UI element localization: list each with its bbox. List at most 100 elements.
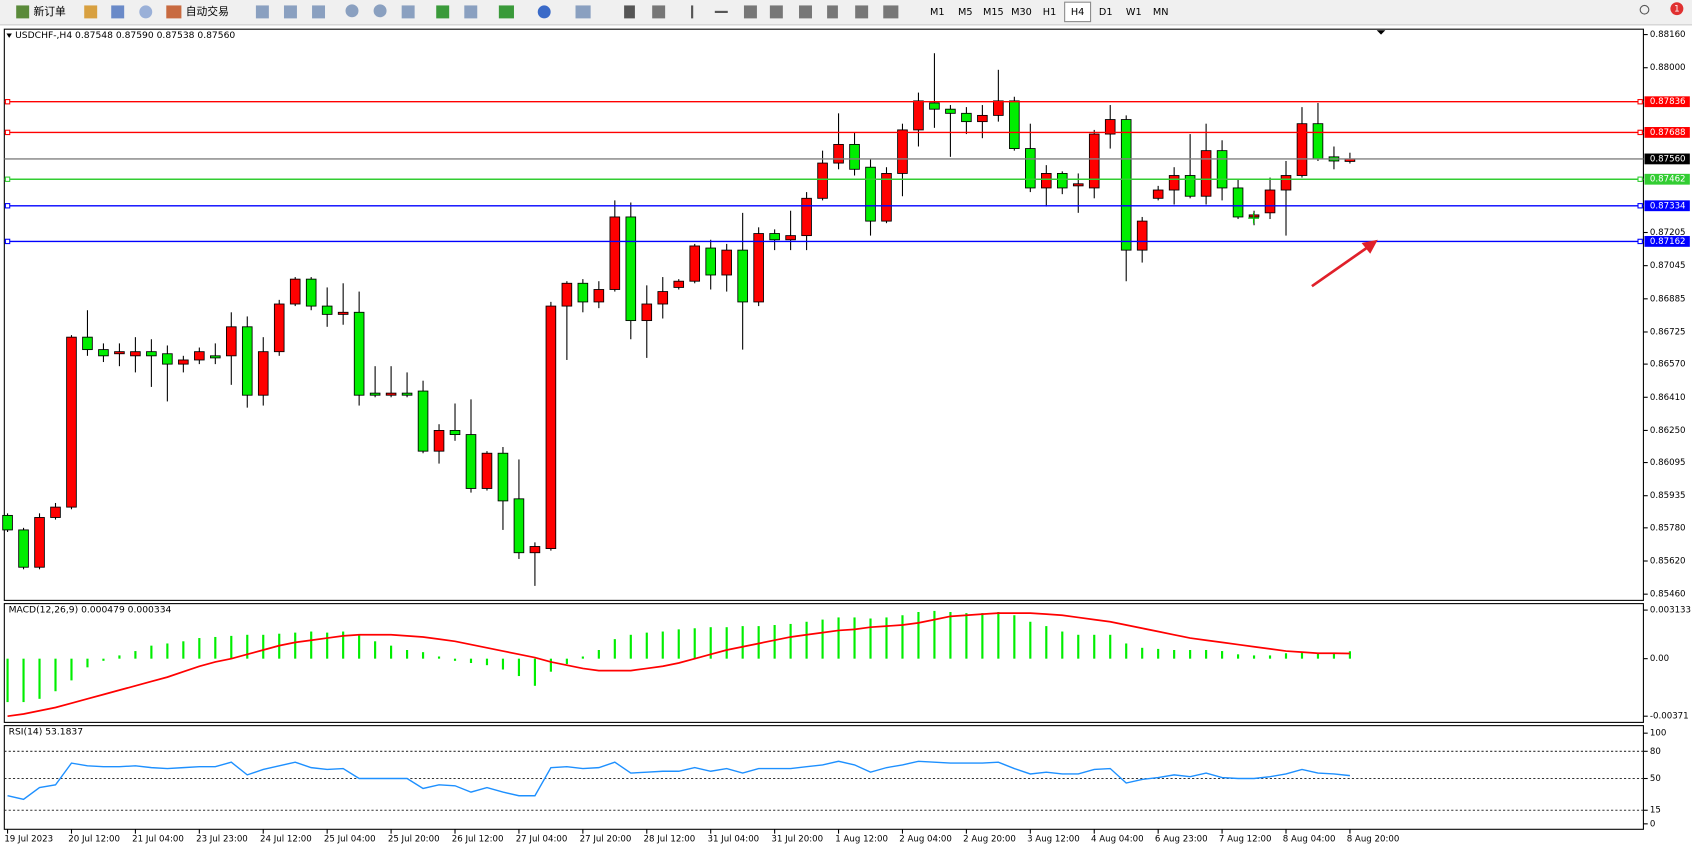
icon <box>855 5 869 19</box>
candle-body <box>673 280 685 288</box>
toolbar-icons <box>16 4 899 19</box>
icon <box>827 5 838 19</box>
candle-body <box>385 392 397 396</box>
icon <box>537 5 551 19</box>
line-handle <box>1637 99 1643 105</box>
candle-body <box>1280 175 1292 191</box>
timeframe-button[interactable]: M5 <box>958 7 973 18</box>
y-tick-label: 0 <box>1650 819 1656 829</box>
price-label: 0.87836 <box>1650 97 1686 107</box>
candle-body <box>881 173 892 222</box>
candle-body <box>369 392 381 396</box>
line-handle <box>1637 203 1643 209</box>
y-tick-label: 0.88160 <box>1650 30 1686 40</box>
rsi-line <box>7 760 1351 801</box>
toolbar-button[interactable]: 新订单 <box>33 5 66 18</box>
candle-body <box>130 351 141 357</box>
timeframe-button[interactable]: D1 <box>1099 7 1113 18</box>
y-tick-label: 80 <box>1650 747 1661 757</box>
candle-body <box>977 114 988 123</box>
timeframe-button[interactable]: M15 <box>983 7 1004 18</box>
candle-body <box>1025 148 1036 189</box>
candle-body <box>865 166 876 222</box>
icon <box>714 10 728 13</box>
candle-body <box>1136 220 1148 251</box>
chart-shift-marker <box>1376 30 1386 35</box>
candle-body <box>289 278 301 305</box>
icon <box>464 5 478 19</box>
candle-body <box>577 282 589 303</box>
x-tick-label: 20 Jul 12:00 <box>68 835 120 845</box>
candle-body <box>961 112 972 123</box>
macd-signal <box>7 612 1350 718</box>
candle-body <box>497 452 509 502</box>
candle-body <box>194 351 205 361</box>
x-tick-label: 21 Jul 04:00 <box>132 835 184 845</box>
icon <box>84 5 98 19</box>
toolbar-items: 新订单 自动交易 M1 M5 M15 M30 H1 H4 D1 W1 MN 1 <box>33 1 1684 23</box>
icon <box>498 5 514 19</box>
icon <box>691 5 694 19</box>
y-tick-label: 0.86725 <box>1650 327 1686 337</box>
line-handle <box>4 99 11 105</box>
toolbar-button[interactable]: 自动交易 <box>186 5 229 18</box>
timeframe-button[interactable]: M30 <box>1011 7 1032 18</box>
line-handle <box>1637 238 1643 245</box>
x-tick-label: 25 Jul 04:00 <box>324 835 376 845</box>
icon <box>436 5 450 19</box>
candle-body <box>1200 150 1212 197</box>
timeframe-button[interactable]: W1 <box>1126 7 1142 18</box>
y-tick-label: 0.86410 <box>1650 393 1686 403</box>
candle-body <box>1009 100 1020 149</box>
price-label-box <box>1644 96 1690 108</box>
annotation-arrow <box>1311 245 1370 288</box>
candle-body <box>753 233 764 303</box>
y-tick-label: 0.86250 <box>1650 426 1686 436</box>
icon <box>575 5 591 19</box>
candle-body <box>993 100 1004 116</box>
y-tick-label: 100 <box>1650 729 1666 739</box>
notification-badge <box>1670 2 1684 16</box>
timeframe-button[interactable]: H1 <box>1043 7 1056 18</box>
candle-body <box>353 311 365 396</box>
line-handle <box>1637 176 1643 182</box>
candle-body <box>1168 175 1180 191</box>
candle-body <box>417 390 429 452</box>
x-tick-label: 1 Aug 12:00 <box>835 835 888 845</box>
icon <box>799 5 812 19</box>
candle-body <box>737 249 748 303</box>
icon <box>345 4 359 18</box>
candle-body <box>146 351 157 357</box>
x-tick-label: 31 Jul 20:00 <box>771 835 823 845</box>
line-handle <box>1637 129 1643 136</box>
macd-panel <box>3 603 1644 723</box>
toolbar <box>0 0 1692 25</box>
candle-body <box>178 359 189 365</box>
timeframe-button[interactable]: MN <box>1153 7 1169 18</box>
x-tick-label: 7 Aug 12:00 <box>1219 835 1272 845</box>
candle-body <box>689 245 701 282</box>
line-handle <box>4 176 11 182</box>
candle-body <box>545 305 557 550</box>
notification-count: 1 <box>1674 5 1680 15</box>
candle-body <box>18 529 29 568</box>
candle-body <box>1088 133 1100 189</box>
candle-body <box>1184 175 1196 197</box>
candle-body <box>241 326 253 396</box>
y-tick-label: 0.86095 <box>1650 458 1686 468</box>
timeframe-button[interactable]: H4 <box>1071 7 1084 18</box>
candle-body <box>1056 173 1068 189</box>
candle-body <box>593 289 605 303</box>
y-tick-label: 0.86570 <box>1650 360 1686 370</box>
candle-body <box>34 517 45 568</box>
x-tick-label: 31 Jul 04:00 <box>707 835 759 845</box>
timeframe-button[interactable]: M1 <box>930 7 945 18</box>
x-tick-label: 24 Jul 12:00 <box>260 835 312 845</box>
icon <box>283 5 297 19</box>
panel-title: USDCHF-,H4 0.87548 0.87590 0.87538 0.875… <box>15 30 235 41</box>
icon <box>401 5 415 19</box>
icon <box>883 5 899 19</box>
price-label: 0.87560 <box>1650 154 1686 164</box>
candle-body <box>481 452 493 489</box>
